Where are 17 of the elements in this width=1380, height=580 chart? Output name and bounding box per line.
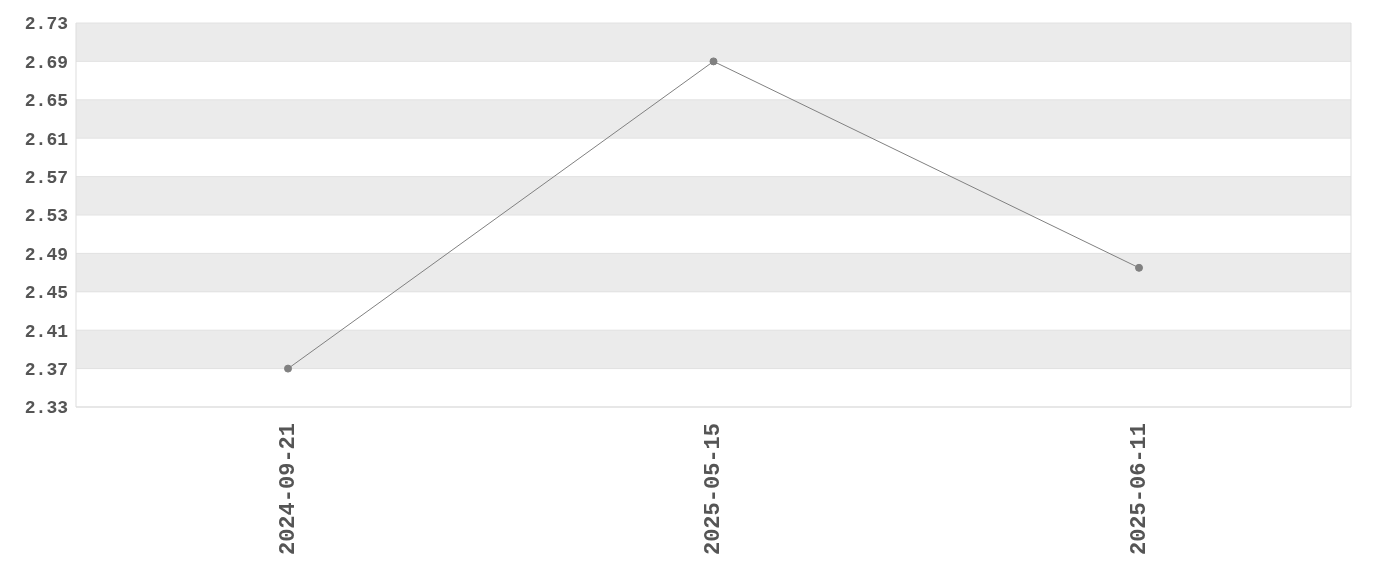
point xyxy=(284,364,292,373)
y-tick-label: 2.53 xyxy=(24,206,68,227)
y-tick-label: 2.61 xyxy=(24,129,69,150)
point xyxy=(709,57,718,66)
y-tick-label: 2.45 xyxy=(24,283,68,304)
y-tick-label: 2.49 xyxy=(24,244,68,265)
point xyxy=(1135,263,1143,272)
x-tick-label: 2025-06-11 xyxy=(1126,423,1152,556)
y-tick-label: 2.37 xyxy=(24,359,68,380)
y-tick-label: 2.41 xyxy=(24,321,69,342)
y-tick-label: 2.65 xyxy=(24,91,68,112)
x-tick-label: 2025-05-15 xyxy=(701,423,726,556)
x-tick-label: 2024-09-21 xyxy=(275,423,301,556)
y-tick-label: 2.57 xyxy=(24,167,68,188)
y-tick-label: 2.33 xyxy=(24,398,68,419)
y-tick-label: 2.69 xyxy=(24,52,68,73)
y-tick-label: 2.73 xyxy=(24,14,68,35)
